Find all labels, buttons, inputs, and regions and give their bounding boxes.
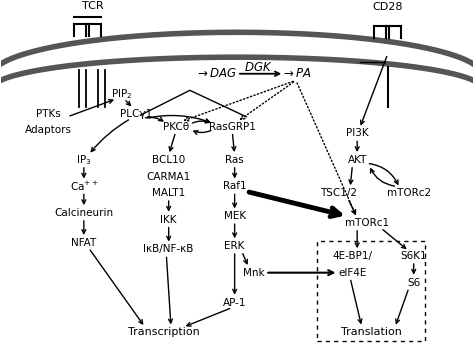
Text: PKCθ: PKCθ [163,122,189,132]
Text: AKT: AKT [347,155,367,165]
Text: Mnk: Mnk [243,268,264,278]
Text: eIF4E: eIF4E [338,268,366,278]
Text: AP-1: AP-1 [223,297,246,307]
Text: TCR: TCR [82,1,104,11]
Text: RasGRP1: RasGRP1 [209,122,256,132]
Text: S6: S6 [407,278,420,288]
Text: mTORc2: mTORc2 [387,188,431,198]
Text: 4E-BP1/: 4E-BP1/ [332,251,373,261]
Text: PLCγ1: PLCγ1 [119,109,152,119]
Text: MALT1: MALT1 [152,188,185,198]
Text: MEK: MEK [224,211,246,221]
Text: TSC1/2: TSC1/2 [320,188,357,198]
Text: Adaptors: Adaptors [25,125,72,135]
Text: Calcineurin: Calcineurin [55,208,113,218]
Text: PIP$_2$: PIP$_2$ [111,87,132,101]
Text: IKK: IKK [160,215,177,225]
Bar [317,241,426,341]
Text: $\rightarrow\mathbf{\mathit{DAG}}$: $\rightarrow\mathbf{\mathit{DAG}}$ [195,67,237,80]
Text: CARMA1: CARMA1 [146,171,191,181]
Text: $\rightarrow\mathbf{\mathit{PA}}$: $\rightarrow\mathbf{\mathit{PA}}$ [281,67,311,80]
Text: mTORc1: mTORc1 [345,218,389,228]
Text: PI3K: PI3K [346,128,368,138]
Text: PTKs: PTKs [36,109,61,119]
Text: S6K1: S6K1 [401,251,427,261]
Text: Translation: Translation [341,327,402,337]
Text: IκB/NF-κB: IκB/NF-κB [144,245,194,254]
Text: NFAT: NFAT [71,238,97,248]
Text: Ras: Ras [225,155,244,165]
Text: BCL10: BCL10 [152,155,185,165]
Text: IP$_3$: IP$_3$ [76,153,91,167]
Text: Ca$^{++}$: Ca$^{++}$ [70,180,98,193]
Text: Transcription: Transcription [128,327,200,337]
Text: CD28: CD28 [373,2,403,12]
Text: Raf1: Raf1 [223,181,246,192]
Text: ERK: ERK [225,241,245,251]
Text: $\mathbf{\mathit{DGK}}$: $\mathbf{\mathit{DGK}}$ [244,61,273,74]
